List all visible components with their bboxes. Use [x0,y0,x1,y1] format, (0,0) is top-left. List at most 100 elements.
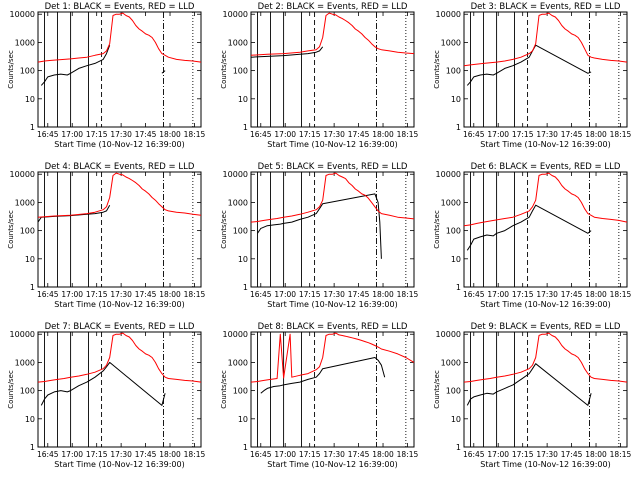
x-tick-label: 18:15 [184,450,206,459]
panel-det-1: 1 10 100 1000 10000 16:45 17:00 17:15 17:30 17:45… [7,2,206,149]
y-tick-label: 1000 [441,358,461,367]
x-tick-label: 17:15 [299,450,321,459]
x-tick-label: 17:45 [348,290,370,299]
x-tick-label: 17:30 [536,290,558,299]
x-tick-label: 17:00 [487,290,509,299]
y-tick-label: 10 [451,95,461,104]
series-line-lld [250,172,415,223]
y-tick-label: 1000 [15,358,35,367]
x-tick-label: 18:00 [159,290,181,299]
x-tick-label: 17:30 [323,450,345,459]
x-tick-label: 17:45 [348,130,370,139]
x-axis-label: Start Time (10-Nov-12 16:39:00) [267,140,397,149]
y-tick-label: 1 [243,123,248,132]
plot-frame [250,331,415,448]
series-line-lld [250,12,415,56]
x-tick-label: 16:45 [37,450,59,459]
x-axis-label: Start Time (10-Nov-12 16:39:00) [480,300,610,309]
x-tick-label: 17:15 [86,130,108,139]
series-line-events [466,204,592,251]
x-tick-label: 16:45 [250,450,272,459]
y-tick-label: 1000 [228,38,248,47]
series-line-events [250,46,324,58]
y-tick-label: 10000 [223,10,248,19]
y-tick-label: 10 [451,415,461,424]
x-tick-label: 18:00 [159,130,181,139]
y-tick-label: 1 [456,283,461,292]
panel-det-3: 1 10 100 1000 10000 16:45 17:00 17:15 17:30 17:45… [433,2,632,149]
series-line-events [260,357,386,394]
y-tick-label: 1000 [441,198,461,207]
x-axis-label: Start Time (10-Nov-12 16:39:00) [54,140,184,149]
y-tick-label: 1 [456,123,461,132]
y-tick-label: 100 [233,387,248,396]
x-tick-label: 16:45 [463,450,485,459]
x-tick-label: 17:00 [274,450,296,459]
x-tick-label: 18:15 [610,450,632,459]
y-tick-label: 100 [446,67,461,76]
series-line-lld [250,332,415,383]
x-tick-label: 17:45 [348,450,370,459]
panel-det-6: 1 10 100 1000 10000 16:45 17:00 17:15 17:30 17:45… [433,162,632,309]
y-tick-label: 100 [20,387,35,396]
y-tick-label: 10000 [223,170,248,179]
x-tick-label: 17:00 [61,290,83,299]
x-tick-label: 16:45 [37,290,59,299]
x-tick-label: 16:45 [463,290,485,299]
y-tick-label: 1000 [228,198,248,207]
y-tick-label: 10000 [223,330,248,339]
x-tick-label: 17:00 [487,450,509,459]
chart-title: Det 3: BLACK = Events, RED = LLD [471,2,621,12]
y-tick-label: 100 [233,67,248,76]
series-line-lld [37,332,202,383]
y-tick-label: 10 [25,95,35,104]
y-tick-label: 100 [446,387,461,396]
plot-frame [37,331,202,448]
plot-frame [463,331,628,448]
x-tick-label: 16:45 [250,130,272,139]
chart-title: Det 1: BLACK = Events, RED = LLD [45,2,195,12]
y-axis-label: Counts/sec [7,50,15,89]
x-tick-label: 17:45 [135,130,157,139]
x-tick-label: 18:00 [585,450,607,459]
chart-title: Det 5: BLACK = Events, RED = LLD [258,162,408,172]
y-tick-label: 10000 [436,10,461,19]
y-tick-label: 10000 [10,330,35,339]
x-tick-label: 17:15 [299,290,321,299]
series-line-lld [463,332,628,383]
x-tick-label: 18:15 [610,290,632,299]
chart-title: Det 2: BLACK = Events, RED = LLD [258,2,408,12]
series-line-lld [463,172,628,227]
y-tick-label: 10000 [436,170,461,179]
x-tick-label: 17:00 [61,130,83,139]
x-tick-label: 18:15 [184,130,206,139]
y-tick-label: 1000 [228,358,248,367]
panel-det-7: 1 10 100 1000 10000 16:45 17:00 17:15 17:30 17:45… [7,322,206,469]
y-tick-label: 10000 [436,330,461,339]
x-tick-label: 18:00 [585,130,607,139]
x-tick-label: 17:45 [561,290,583,299]
y-tick-label: 1000 [15,198,35,207]
x-tick-label: 17:45 [561,450,583,459]
series-line-events [466,44,592,86]
x-axis-label: Start Time (10-Nov-12 16:39:00) [54,460,184,469]
y-tick-label: 1 [30,283,35,292]
series-line-events [257,193,382,259]
x-tick-label: 17:00 [274,130,296,139]
x-tick-label: 18:00 [159,450,181,459]
x-tick-label: 18:00 [585,290,607,299]
chart-title: Det 8: BLACK = Events, RED = LLD [258,322,408,332]
panel-det-9: 1 10 100 1000 10000 16:45 17:00 17:15 17:30 17:45… [433,322,632,469]
x-tick-label: 18:15 [184,290,206,299]
y-axis-label: Counts/sec [7,370,15,409]
x-tick-label: 16:45 [37,130,59,139]
plot-frame [463,171,628,288]
chart-title: Det 9: BLACK = Events, RED = LLD [471,322,621,332]
y-tick-label: 100 [20,227,35,236]
panel-det-8: 1 10 100 1000 10000 16:45 17:00 17:15 17:30 17:45… [220,322,419,469]
x-tick-label: 18:15 [397,130,419,139]
plot-frame [250,11,415,128]
x-tick-label: 17:15 [86,290,108,299]
x-axis-label: Start Time (10-Nov-12 16:39:00) [267,460,397,469]
